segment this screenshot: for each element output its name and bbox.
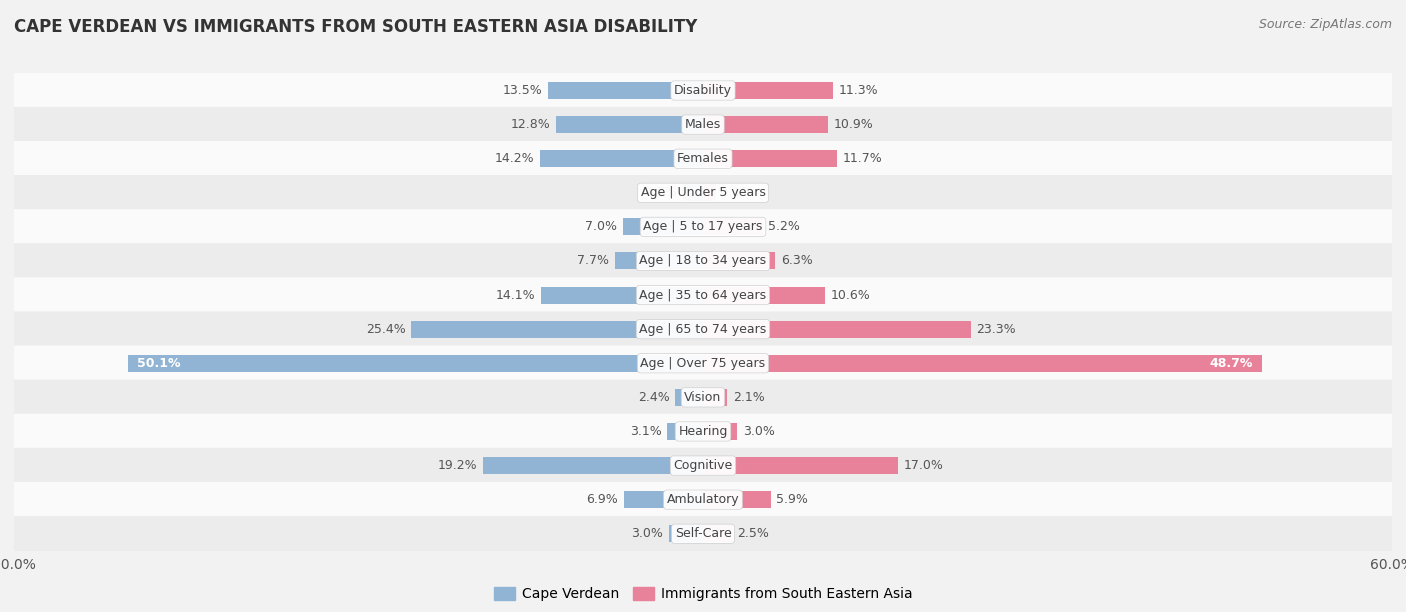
Text: Disability: Disability (673, 84, 733, 97)
Text: 3.0%: 3.0% (631, 528, 662, 540)
Text: Self-Care: Self-Care (675, 528, 731, 540)
Text: Males: Males (685, 118, 721, 131)
FancyBboxPatch shape (14, 209, 1392, 245)
Text: 17.0%: 17.0% (904, 459, 943, 472)
FancyBboxPatch shape (14, 482, 1392, 517)
Bar (128, 355, 703, 371)
Text: 10.6%: 10.6% (831, 289, 870, 302)
Bar (703, 355, 1263, 371)
FancyBboxPatch shape (14, 346, 1392, 381)
Bar (703, 525, 731, 542)
Bar (703, 184, 716, 201)
Text: Age | 65 to 74 years: Age | 65 to 74 years (640, 323, 766, 335)
Text: 2.1%: 2.1% (733, 391, 765, 404)
Text: Age | Under 5 years: Age | Under 5 years (641, 186, 765, 200)
FancyBboxPatch shape (14, 516, 1392, 551)
Text: 6.9%: 6.9% (586, 493, 619, 506)
Text: 11.3%: 11.3% (838, 84, 879, 97)
Bar (623, 218, 703, 236)
FancyBboxPatch shape (14, 448, 1392, 483)
Text: 3.0%: 3.0% (744, 425, 775, 438)
FancyBboxPatch shape (14, 141, 1392, 176)
Text: 10.9%: 10.9% (834, 118, 873, 131)
Text: Cognitive: Cognitive (673, 459, 733, 472)
Text: 14.2%: 14.2% (495, 152, 534, 165)
Text: Age | 18 to 34 years: Age | 18 to 34 years (640, 255, 766, 267)
Bar (703, 82, 832, 99)
Text: 11.7%: 11.7% (844, 152, 883, 165)
Text: 7.0%: 7.0% (585, 220, 617, 233)
Bar (703, 321, 970, 338)
Bar (683, 184, 703, 201)
Text: 7.7%: 7.7% (576, 255, 609, 267)
FancyBboxPatch shape (14, 277, 1392, 313)
Bar (703, 491, 770, 508)
Bar (548, 82, 703, 99)
Bar (555, 116, 703, 133)
Text: Females: Females (678, 152, 728, 165)
Bar (703, 116, 828, 133)
Text: Age | Over 75 years: Age | Over 75 years (641, 357, 765, 370)
Text: Vision: Vision (685, 391, 721, 404)
Text: 19.2%: 19.2% (437, 459, 477, 472)
FancyBboxPatch shape (14, 312, 1392, 347)
Bar (675, 389, 703, 406)
Text: 2.4%: 2.4% (638, 391, 669, 404)
Bar (669, 525, 703, 542)
Bar (703, 389, 727, 406)
Text: Age | 35 to 64 years: Age | 35 to 64 years (640, 289, 766, 302)
FancyBboxPatch shape (14, 73, 1392, 108)
Bar (412, 321, 703, 338)
Text: 1.1%: 1.1% (721, 186, 754, 200)
Text: 2.5%: 2.5% (738, 528, 769, 540)
Text: 48.7%: 48.7% (1209, 357, 1253, 370)
Text: 1.7%: 1.7% (645, 186, 678, 200)
Text: Age | 5 to 17 years: Age | 5 to 17 years (644, 220, 762, 233)
Text: 5.2%: 5.2% (769, 220, 800, 233)
FancyBboxPatch shape (14, 175, 1392, 211)
Text: Ambulatory: Ambulatory (666, 493, 740, 506)
Text: 23.3%: 23.3% (976, 323, 1017, 335)
Bar (541, 286, 703, 304)
Text: 6.3%: 6.3% (782, 255, 813, 267)
FancyBboxPatch shape (14, 107, 1392, 143)
Text: 13.5%: 13.5% (502, 84, 543, 97)
Bar (703, 218, 762, 236)
Text: 3.1%: 3.1% (630, 425, 662, 438)
Text: CAPE VERDEAN VS IMMIGRANTS FROM SOUTH EASTERN ASIA DISABILITY: CAPE VERDEAN VS IMMIGRANTS FROM SOUTH EA… (14, 18, 697, 36)
Bar (703, 150, 838, 167)
Legend: Cape Verdean, Immigrants from South Eastern Asia: Cape Verdean, Immigrants from South East… (494, 587, 912, 601)
Text: 50.1%: 50.1% (136, 357, 180, 370)
Bar (668, 423, 703, 440)
Text: Source: ZipAtlas.com: Source: ZipAtlas.com (1258, 18, 1392, 31)
Bar (703, 423, 738, 440)
Bar (482, 457, 703, 474)
Text: 14.1%: 14.1% (496, 289, 536, 302)
Text: 12.8%: 12.8% (510, 118, 550, 131)
Text: 25.4%: 25.4% (366, 323, 405, 335)
FancyBboxPatch shape (14, 243, 1392, 278)
Text: 5.9%: 5.9% (776, 493, 808, 506)
FancyBboxPatch shape (14, 414, 1392, 449)
Bar (614, 252, 703, 269)
Text: Hearing: Hearing (678, 425, 728, 438)
FancyBboxPatch shape (14, 379, 1392, 415)
Bar (540, 150, 703, 167)
Bar (703, 252, 775, 269)
Bar (703, 286, 825, 304)
Bar (624, 491, 703, 508)
Bar (703, 457, 898, 474)
